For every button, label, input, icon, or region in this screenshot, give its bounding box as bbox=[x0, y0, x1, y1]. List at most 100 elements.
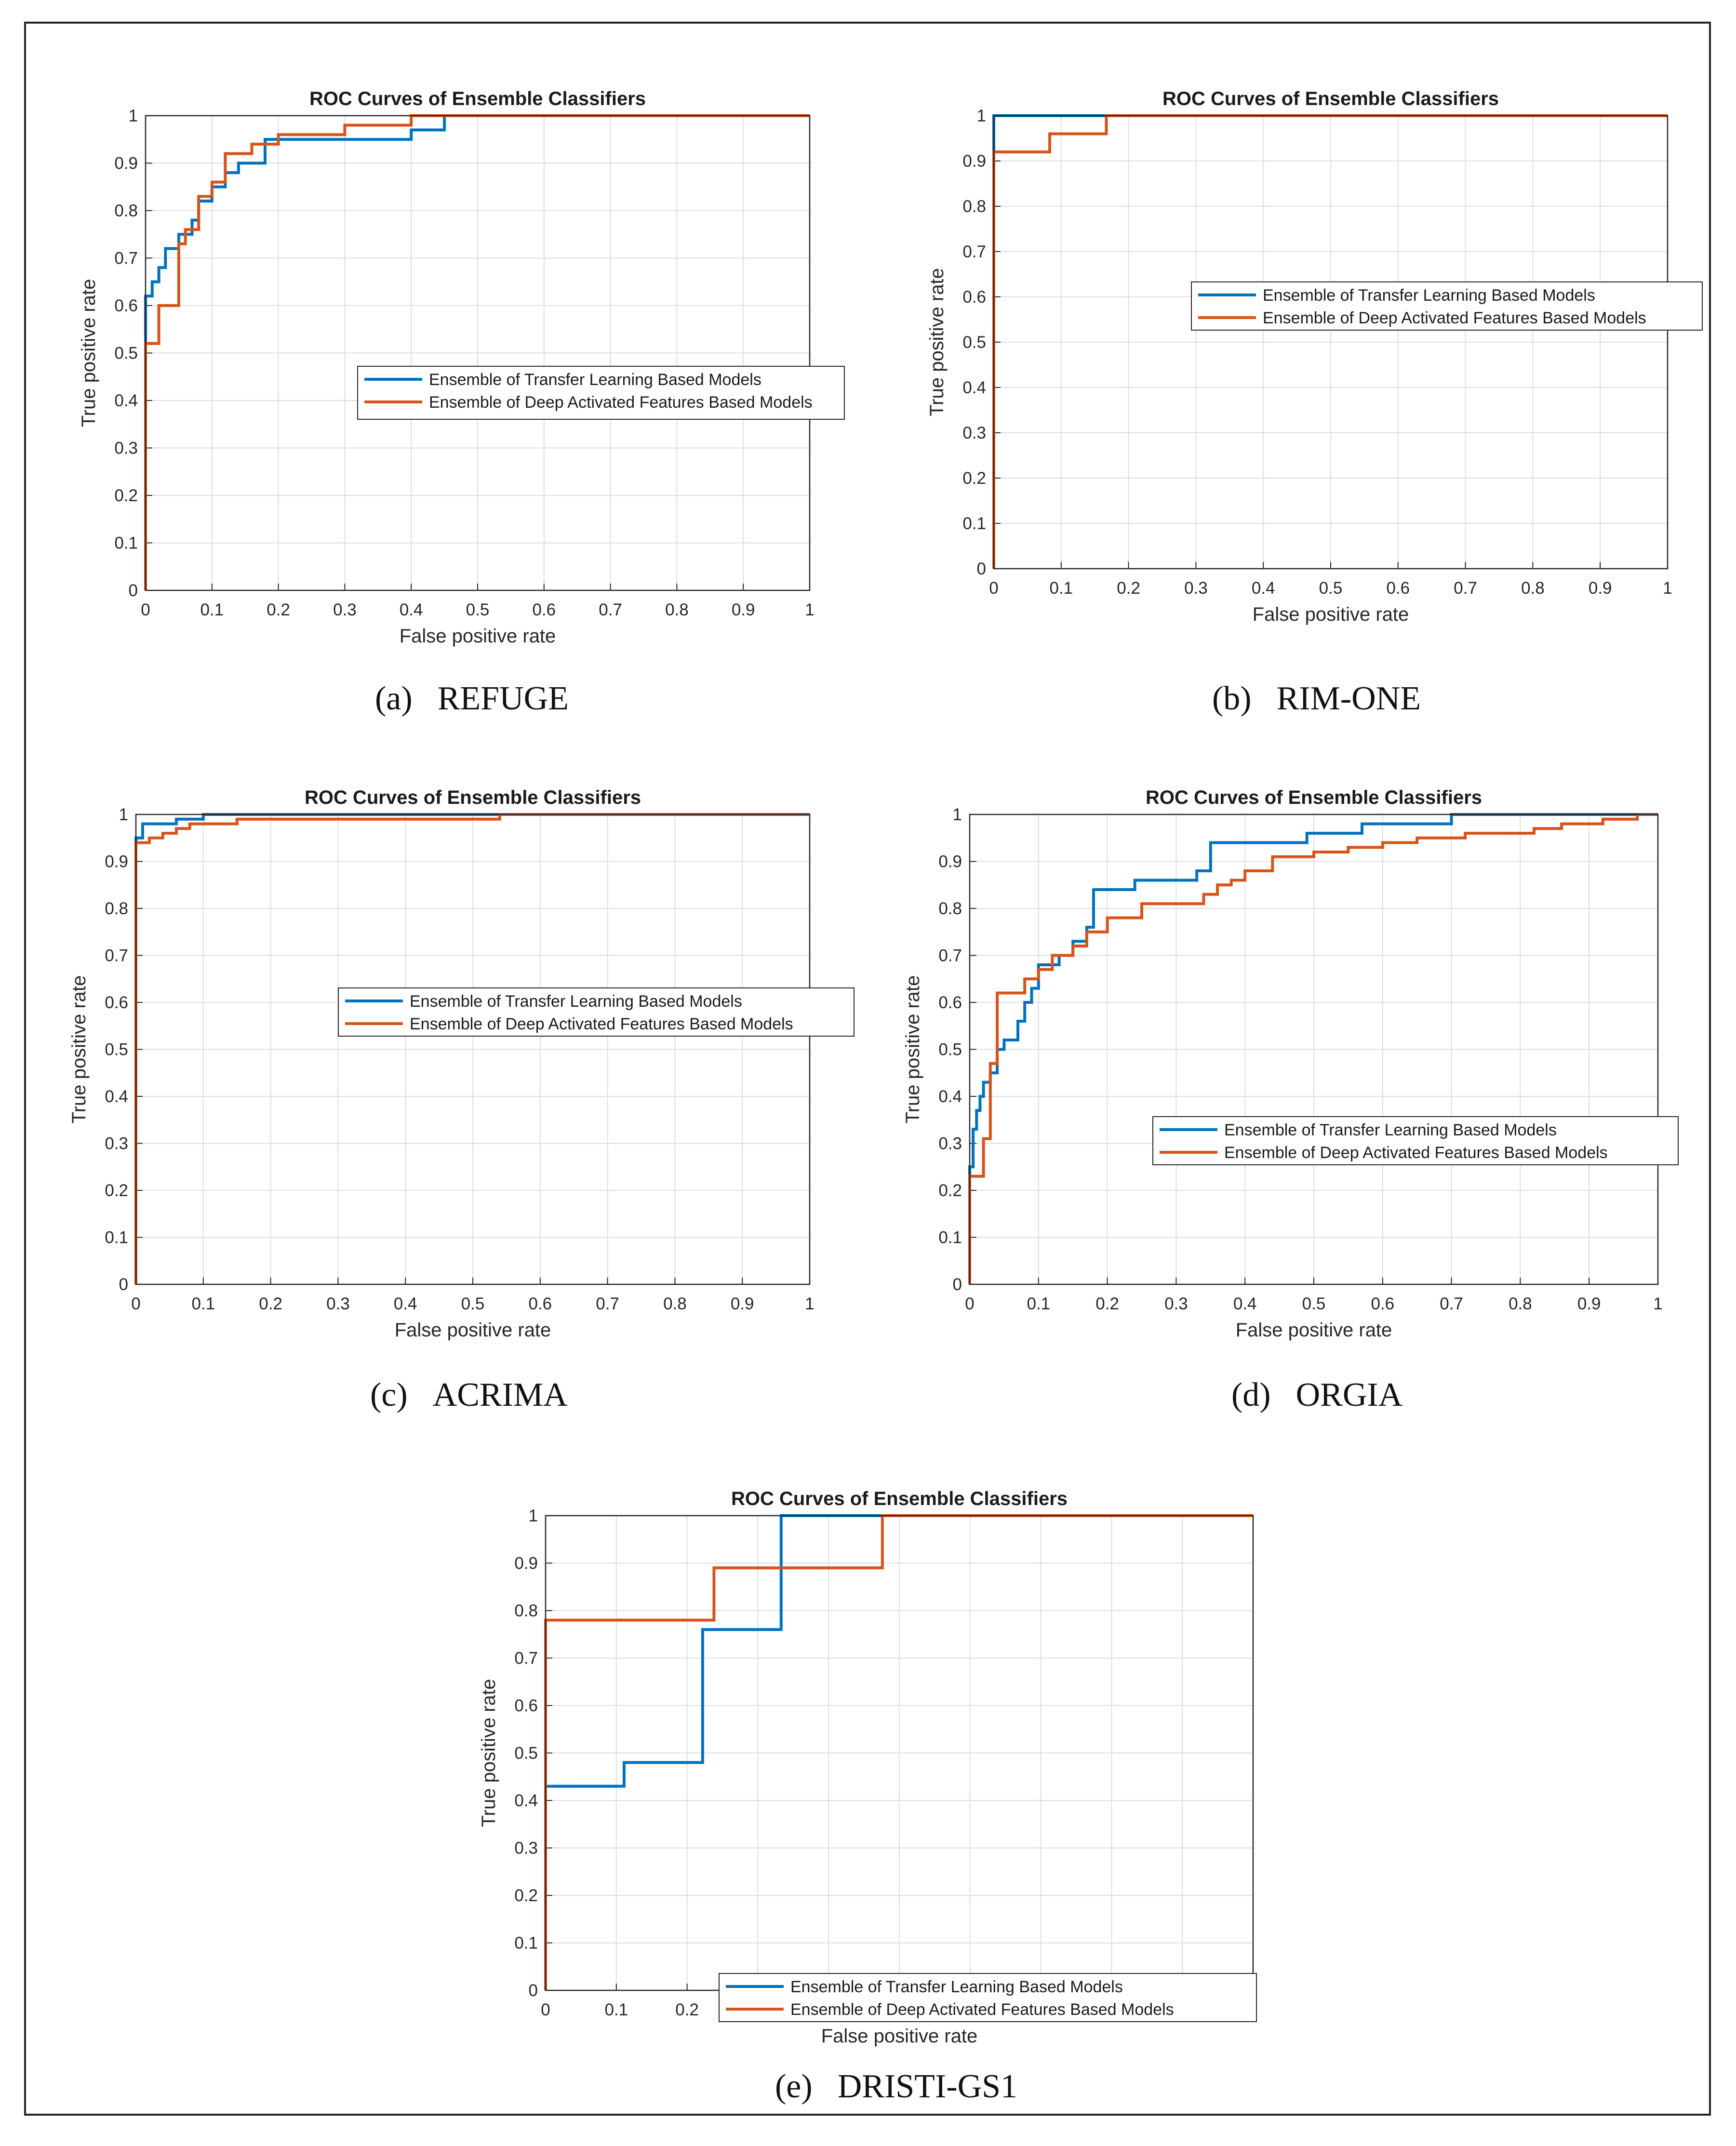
x-axis-label: False positive rate bbox=[395, 1320, 551, 1341]
x-tick-label: 0 bbox=[541, 2000, 550, 2019]
legend: Ensemble of Transfer Learning Based Mode… bbox=[338, 987, 855, 1037]
y-tick-label: 0.6 bbox=[962, 288, 986, 307]
x-tick-label: 0.7 bbox=[596, 1294, 619, 1313]
x-tick-label: 0 bbox=[965, 1294, 974, 1313]
x-tick-label: 0.1 bbox=[604, 2000, 628, 2019]
x-tick-label: 0.4 bbox=[400, 600, 423, 619]
x-tick-label: 0.6 bbox=[1386, 579, 1410, 598]
y-tick-label: 0 bbox=[119, 1275, 128, 1294]
roc-curve-deep-activated bbox=[144, 114, 810, 590]
y-tick-label: 0.3 bbox=[105, 1134, 128, 1153]
caption-label: ACRIMA bbox=[432, 1376, 568, 1413]
y-axis-label: True positive rate bbox=[68, 975, 90, 1124]
legend-label-transfer-learning: Ensemble of Transfer Learning Based Mode… bbox=[429, 371, 761, 389]
y-tick-label: 0.8 bbox=[105, 899, 128, 918]
legend-box bbox=[1191, 281, 1703, 331]
chart-title: ROC Curves of Ensemble Classifiers bbox=[731, 1488, 1068, 1509]
x-tick-label: 1 bbox=[1653, 1294, 1662, 1313]
legend-label-deep-activated: Ensemble of Deep Activated Features Base… bbox=[410, 1015, 793, 1033]
y-tick-label: 0.4 bbox=[938, 1087, 962, 1106]
y-tick-label: 1 bbox=[129, 107, 138, 125]
legend-label-deep-activated: Ensemble of Deep Activated Features Base… bbox=[1263, 309, 1646, 327]
caption-a: (a) REFUGE bbox=[375, 680, 569, 718]
y-tick-label: 1 bbox=[119, 805, 128, 824]
y-tick-label: 0.6 bbox=[105, 993, 128, 1012]
x-tick-label: 0.6 bbox=[1371, 1294, 1394, 1313]
x-tick-label: 0.7 bbox=[1440, 1294, 1463, 1313]
y-axis-label: True positive rate bbox=[902, 975, 923, 1124]
axes-box bbox=[993, 115, 1669, 570]
y-tick-label: 0.5 bbox=[938, 1040, 962, 1059]
x-tick-label: 0.9 bbox=[731, 1294, 754, 1313]
legend-label-transfer-learning: Ensemble of Transfer Learning Based Mode… bbox=[790, 1978, 1123, 1996]
x-tick-label: 0.1 bbox=[191, 1294, 215, 1313]
y-tick-label: 0.8 bbox=[114, 201, 138, 220]
y-tick-label: 1 bbox=[953, 805, 962, 824]
caption-label: DRISTI-GS1 bbox=[837, 2068, 1018, 2105]
x-tick-label: 0.2 bbox=[675, 2000, 699, 2019]
caption-tag: (a) bbox=[375, 680, 413, 717]
x-tick-label: 0.8 bbox=[1521, 579, 1545, 598]
legend: Ensemble of Transfer Learning Based Mode… bbox=[1191, 281, 1703, 331]
y-tick-label: 0.4 bbox=[514, 1791, 538, 1810]
y-tick-label: 0.2 bbox=[962, 469, 986, 488]
y-tick-label: 0.9 bbox=[114, 154, 138, 173]
x-axis-label: False positive rate bbox=[400, 626, 556, 647]
x-tick-label: 0.5 bbox=[1319, 579, 1343, 598]
y-tick-label: 0.5 bbox=[105, 1040, 128, 1059]
roc-curve-transfer-learning bbox=[968, 813, 1658, 1284]
x-axis-label: False positive rate bbox=[821, 2026, 978, 2047]
y-tick-label: 0 bbox=[953, 1275, 962, 1294]
legend: Ensemble of Transfer Learning Based Mode… bbox=[1152, 1116, 1679, 1165]
axes-box bbox=[135, 813, 811, 1285]
x-tick-label: 0.8 bbox=[1509, 1294, 1532, 1313]
legend-label-transfer-learning: Ensemble of Transfer Learning Based Mode… bbox=[1224, 1121, 1557, 1139]
y-tick-label: 0.6 bbox=[938, 993, 962, 1012]
x-tick-label: 0.2 bbox=[1095, 1294, 1119, 1313]
caption-label: REFUGE bbox=[437, 680, 569, 717]
figure-frame bbox=[24, 22, 1711, 2116]
y-tick-label: 0.3 bbox=[114, 439, 138, 458]
y-tick-label: 0.5 bbox=[114, 344, 138, 363]
x-tick-label: 0.3 bbox=[1184, 579, 1208, 598]
x-tick-label: 0.9 bbox=[732, 600, 755, 619]
caption-tag: (d) bbox=[1231, 1376, 1271, 1413]
caption-c: (c) ACRIMA bbox=[370, 1376, 568, 1414]
roc-chart-rim-one: 0 0.1 0.2 0.3 0.4 0.5 0.6 0.7 0.8 0.9 1 0 0.1 0.2 0.3 0… bbox=[926, 88, 1703, 625]
x-tick-label: 0.9 bbox=[1589, 579, 1612, 598]
caption-tag: (b) bbox=[1212, 680, 1252, 717]
y-tick-label: 0 bbox=[977, 560, 986, 578]
x-tick-label: 0.5 bbox=[466, 600, 490, 619]
chart-title: ROC Curves of Ensemble Classifiers bbox=[309, 88, 646, 109]
x-tick-label: 1 bbox=[1663, 579, 1672, 598]
x-axis-label: False positive rate bbox=[1236, 1320, 1392, 1341]
y-tick-label: 0.6 bbox=[514, 1696, 538, 1715]
y-tick-label: 1 bbox=[529, 1506, 538, 1525]
roc-curve-transfer-learning bbox=[134, 813, 810, 1284]
y-tick-label: 0.2 bbox=[105, 1181, 128, 1200]
legend-label-deep-activated: Ensemble of Deep Activated Features Base… bbox=[429, 393, 813, 412]
roc-curve-deep-activated bbox=[968, 813, 1658, 1284]
x-tick-label: 0.3 bbox=[333, 600, 357, 619]
y-tick-label: 0.2 bbox=[938, 1181, 962, 1200]
legend-label-deep-activated: Ensemble of Deep Activated Features Base… bbox=[790, 2000, 1174, 2019]
x-tick-label: 0 bbox=[141, 600, 150, 619]
x-tick-label: 0.2 bbox=[1117, 579, 1140, 598]
x-tick-label: 0.2 bbox=[267, 600, 290, 619]
x-tick-label: 0.4 bbox=[394, 1294, 417, 1313]
x-axis-label: False positive rate bbox=[1253, 604, 1409, 625]
y-tick-label: 0.7 bbox=[114, 249, 138, 268]
y-tick-label: 0.5 bbox=[514, 1744, 538, 1763]
x-tick-label: 0.6 bbox=[528, 1294, 552, 1313]
y-tick-label: 1 bbox=[977, 107, 986, 125]
x-tick-label: 0.1 bbox=[1027, 1294, 1050, 1313]
x-tick-label: 0.4 bbox=[1233, 1294, 1257, 1313]
legend-label-transfer-learning: Ensemble of Transfer Learning Based Mode… bbox=[410, 992, 742, 1011]
y-tick-label: 0.3 bbox=[514, 1839, 538, 1858]
x-tick-label: 0.1 bbox=[200, 600, 224, 619]
y-tick-label: 0.7 bbox=[962, 242, 986, 261]
x-tick-label: 1 bbox=[805, 1294, 814, 1313]
y-tick-label: 0.5 bbox=[962, 333, 986, 352]
legend-label-transfer-learning: Ensemble of Transfer Learning Based Mode… bbox=[1263, 286, 1595, 305]
y-tick-label: 0.1 bbox=[105, 1228, 128, 1247]
